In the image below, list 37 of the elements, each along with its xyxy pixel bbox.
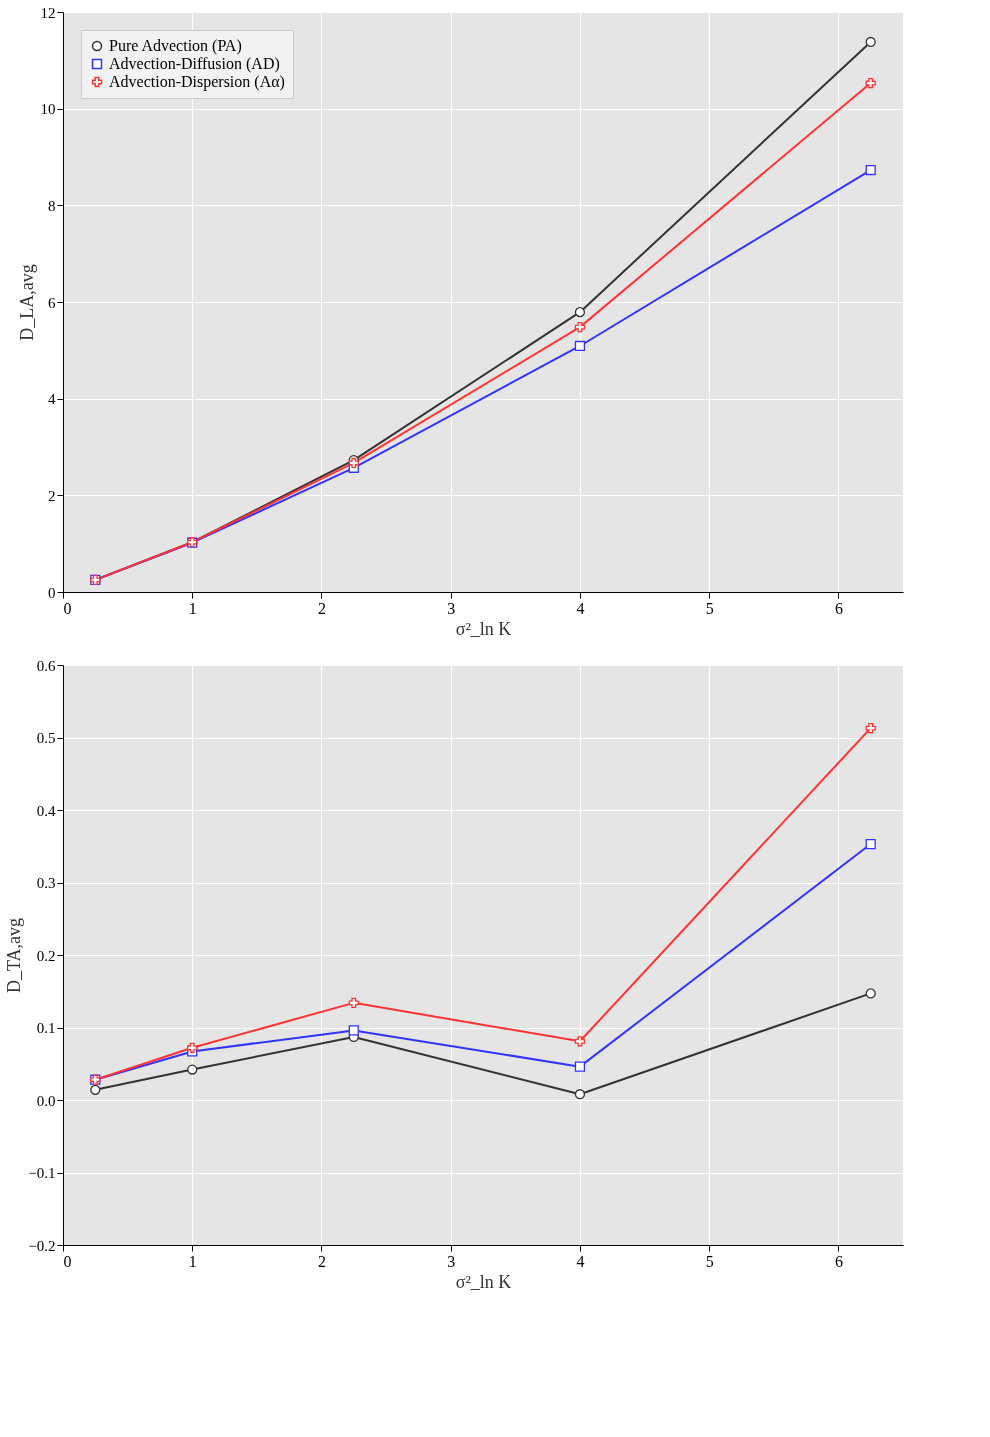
y-tick-label: 4 xyxy=(48,391,56,408)
x-tick-label: 4 xyxy=(576,599,585,617)
y-tick-label: 0.6 xyxy=(36,657,56,674)
legend-label: Advection-Dispersion (Aα) xyxy=(109,73,285,91)
legend-label: Pure Advection (PA) xyxy=(109,37,242,55)
y-tick-label: −0.2 xyxy=(28,1237,56,1254)
y-tick-label: −0.1 xyxy=(28,1165,56,1181)
y-tick-label: 0.0 xyxy=(36,1092,56,1109)
x-tick-label: 3 xyxy=(447,1252,456,1270)
x-tick-label: 6 xyxy=(834,1252,843,1270)
y-tick-label: 8 xyxy=(48,197,56,214)
y-tick-label: 10 xyxy=(40,101,56,118)
y-tick-label: 0.1 xyxy=(36,1020,56,1036)
x-axis-title: σ²_ln K xyxy=(455,618,512,639)
y-tick-label: 0.5 xyxy=(36,730,56,746)
y-tick-label: 0.2 xyxy=(36,947,56,964)
y-tick-label: 6 xyxy=(48,294,56,311)
legend-label: Advection-Diffusion (AD) xyxy=(109,55,280,73)
x-tick-label: 4 xyxy=(576,1252,585,1270)
x-tick-label: 6 xyxy=(834,599,843,617)
y-axis-title: D_LA,avg xyxy=(16,264,37,341)
x-tick-label: 0 xyxy=(63,599,72,617)
x-tick-label: 2 xyxy=(317,1252,326,1270)
x-tick-label: 1 xyxy=(188,1252,197,1270)
y-tick-label: 0 xyxy=(48,584,56,601)
x-axis-title: σ²_ln K xyxy=(455,1271,512,1292)
y-tick-label: 2 xyxy=(48,487,56,504)
x-tick-label: 1 xyxy=(188,599,197,617)
x-tick-label: 0 xyxy=(63,1252,72,1270)
x-tick-label: 5 xyxy=(705,1252,714,1270)
x-tick-label: 3 xyxy=(447,599,456,617)
x-tick-label: 5 xyxy=(705,599,714,617)
y-tick-label: 0.4 xyxy=(36,802,56,819)
x-tick-label: 2 xyxy=(317,599,326,617)
y-tick-label: 0.3 xyxy=(36,875,56,891)
y-tick-label: 12 xyxy=(40,4,56,21)
y-axis-title: D_TA,avg xyxy=(4,917,25,994)
